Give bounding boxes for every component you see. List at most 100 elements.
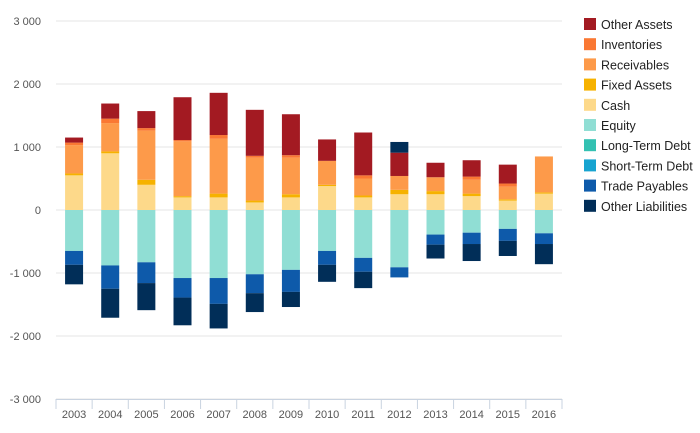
bar-segment bbox=[101, 265, 120, 289]
bar-segment bbox=[462, 232, 481, 245]
bar-segment bbox=[65, 175, 84, 210]
y-tick-label: 0 bbox=[35, 205, 41, 217]
bar-segment bbox=[426, 162, 445, 178]
bar-segment bbox=[101, 151, 120, 154]
legend-label: Long-Term Debt bbox=[601, 139, 691, 153]
x-tick-label: 2009 bbox=[279, 409, 303, 421]
bar-segment bbox=[245, 293, 264, 313]
bar-segment bbox=[354, 197, 373, 210]
bar-segment bbox=[281, 269, 300, 292]
y-tick-label: 1 000 bbox=[13, 142, 41, 154]
bar-segment bbox=[534, 244, 553, 265]
bar-segment bbox=[281, 155, 300, 158]
y-tick-label: -2 000 bbox=[10, 331, 41, 343]
bar-segment bbox=[281, 194, 300, 198]
bar-segment bbox=[390, 189, 409, 195]
x-tick-label: 2013 bbox=[423, 409, 447, 421]
bar-segment bbox=[498, 164, 517, 184]
bar-segment bbox=[137, 262, 156, 284]
legend-label: Inventories bbox=[601, 38, 662, 52]
bar-segment bbox=[209, 197, 228, 210]
bar-segment bbox=[245, 274, 264, 294]
bar-segment bbox=[426, 191, 445, 195]
bar-segment bbox=[354, 195, 373, 198]
bar-segment bbox=[209, 92, 228, 136]
bars bbox=[65, 92, 553, 329]
legend-item[interactable]: Short-Term Debt bbox=[584, 159, 693, 173]
bar-segment bbox=[390, 175, 409, 190]
x-axis: 2003 2004 2005 2006 2007 2008 2009 2010 2011 2012… bbox=[55, 399, 563, 421]
x-tick-label: 2008 bbox=[243, 409, 267, 421]
legend-item[interactable]: Equity bbox=[584, 119, 636, 133]
bar-segment bbox=[245, 200, 264, 203]
legend-label: Other Assets bbox=[601, 18, 673, 32]
bar-segment bbox=[209, 193, 228, 198]
bar-segment bbox=[281, 114, 300, 156]
legend-swatch bbox=[584, 159, 596, 172]
bar-segment bbox=[498, 186, 517, 200]
bar-segment bbox=[390, 141, 409, 153]
bar-segment bbox=[498, 210, 517, 229]
bar-segment bbox=[498, 228, 517, 241]
bar-segment bbox=[354, 178, 373, 196]
bar-segment bbox=[65, 250, 84, 265]
bar-segment bbox=[209, 278, 228, 304]
bar-segment bbox=[498, 240, 517, 256]
bar-segment bbox=[281, 197, 300, 210]
bar-segment bbox=[173, 196, 192, 198]
legend-label: Cash bbox=[601, 99, 630, 113]
legend-item[interactable]: Other Assets bbox=[584, 18, 673, 32]
bar-segment bbox=[426, 194, 445, 210]
bar-segment bbox=[173, 140, 192, 142]
legend-item[interactable]: Receivables bbox=[584, 58, 669, 72]
bar-segment bbox=[462, 176, 481, 180]
legend-label: Fixed Assets bbox=[601, 79, 672, 93]
legend-item[interactable]: Trade Payables bbox=[584, 179, 688, 194]
bar-segment bbox=[390, 210, 409, 268]
bar-segment bbox=[281, 210, 300, 270]
legend-swatch bbox=[584, 139, 596, 152]
bar-segment bbox=[101, 103, 120, 119]
bar-segment bbox=[137, 184, 156, 210]
bar-segment bbox=[209, 210, 228, 279]
bar-segment bbox=[390, 267, 409, 278]
bar-segment bbox=[462, 179, 481, 194]
legend-swatch bbox=[584, 18, 596, 30]
legend-item[interactable]: Fixed Assets bbox=[584, 78, 672, 93]
bar-segment bbox=[462, 193, 481, 197]
legend-item[interactable]: Inventories bbox=[584, 38, 662, 52]
legend-item[interactable]: Cash bbox=[584, 98, 630, 113]
legend-swatch bbox=[584, 38, 596, 51]
bar-segment bbox=[354, 132, 373, 176]
bar-segment bbox=[318, 264, 337, 282]
bar-segment bbox=[354, 257, 373, 272]
bar-segment bbox=[209, 303, 228, 329]
bar-segment bbox=[498, 199, 517, 201]
bar-segment bbox=[137, 283, 156, 311]
x-tick-label: 2004 bbox=[98, 409, 122, 421]
bar-segment bbox=[318, 210, 337, 251]
bar-segment bbox=[245, 109, 264, 156]
y-tick-label: 2 000 bbox=[13, 79, 41, 91]
bar-segment bbox=[173, 278, 192, 298]
legend-label: Trade Payables bbox=[601, 180, 688, 194]
x-tick-label: 2011 bbox=[351, 409, 375, 421]
legend-item[interactable]: Long-Term Debt bbox=[584, 139, 691, 153]
y-tick-label: -1 000 bbox=[10, 268, 41, 280]
legend-item[interactable]: Other Liabilities bbox=[584, 199, 687, 214]
bar-segment bbox=[173, 197, 192, 210]
bar-segment bbox=[137, 130, 156, 180]
bar-segment bbox=[318, 160, 337, 185]
y-axis: 3 000 2 000 1 000 0 -1 000 -2 000 -3 000 bbox=[10, 16, 41, 406]
legend-swatch bbox=[584, 119, 596, 131]
bar-segment bbox=[245, 210, 264, 275]
legend: Other Assets Inventories Receivables Fixed … bbox=[584, 18, 693, 214]
bar-segment bbox=[534, 193, 553, 210]
bar-segment bbox=[173, 210, 192, 279]
bar-segment bbox=[534, 233, 553, 245]
bar-segment bbox=[101, 288, 120, 318]
bar-segment bbox=[318, 139, 337, 161]
bar-segment bbox=[101, 118, 120, 124]
bar-segment bbox=[426, 244, 445, 259]
bar-segment bbox=[101, 153, 120, 210]
